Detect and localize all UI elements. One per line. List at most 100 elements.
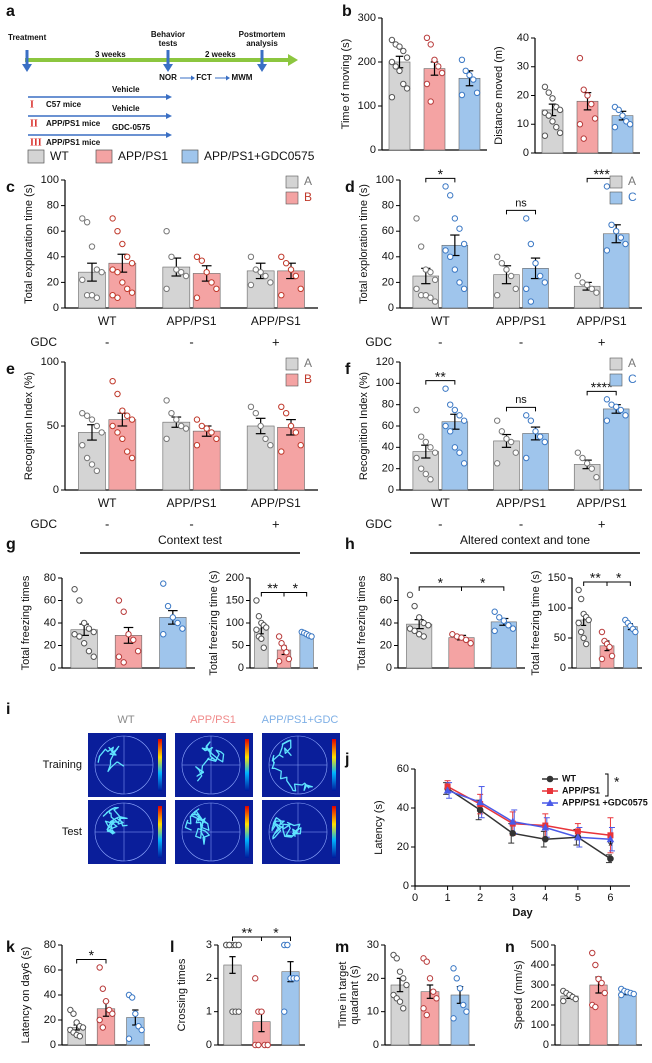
data-point [607, 855, 614, 862]
data-point [612, 228, 620, 235]
panel-label: f [345, 361, 351, 378]
data-point [115, 597, 123, 604]
legend-label: A [304, 174, 312, 188]
data-point [592, 961, 599, 969]
data-point [252, 266, 259, 273]
data-point [413, 285, 420, 292]
data-point [458, 91, 466, 99]
data-point [263, 624, 270, 631]
data-point [585, 616, 592, 624]
data-point [580, 86, 587, 93]
data-point [541, 823, 550, 831]
gdc-label: GDC [365, 517, 392, 531]
data-point [400, 80, 407, 88]
legend-label: A [628, 356, 636, 370]
data-point [96, 1016, 103, 1024]
data-point [411, 627, 418, 635]
data-point [132, 1010, 139, 1017]
colorbar [158, 739, 162, 791]
data-point [308, 633, 315, 640]
timeline-text: 2 weeks [205, 50, 236, 59]
data-point [447, 192, 454, 199]
data-point [574, 828, 581, 835]
data-point [442, 183, 449, 190]
panel-header: Altered context and tone [460, 533, 590, 547]
gdc-label: GDC [30, 517, 57, 531]
y-tick-label: 150 [226, 594, 244, 606]
panel-label: c [6, 179, 15, 196]
y-tick-label: 10 [517, 118, 529, 130]
y-tick-label: 20 [367, 972, 379, 984]
gdc-value: - [105, 516, 109, 531]
data-point [427, 476, 434, 483]
y-tick-label: 0 [523, 147, 529, 159]
data-point [626, 121, 634, 128]
y-tick-label: 200 [226, 572, 244, 584]
row-label: Test [62, 826, 82, 838]
data-point [417, 433, 425, 440]
bar [246, 425, 275, 491]
data-point [128, 260, 136, 267]
y-tick-label: 100 [548, 602, 566, 614]
legend-swatch [285, 357, 299, 371]
y-axis-label: Total freezing time (s) [530, 570, 542, 675]
data-point [592, 1003, 599, 1011]
data-point [267, 279, 274, 286]
data-point [173, 416, 180, 423]
data-point [473, 89, 481, 97]
data-point [470, 76, 477, 83]
data-point [413, 454, 420, 462]
data-point [182, 425, 190, 432]
data-point [411, 602, 418, 610]
data-point [193, 253, 201, 260]
data-point [467, 640, 474, 647]
data-point [79, 442, 86, 449]
data-point [541, 132, 549, 139]
data-point [79, 215, 86, 222]
data-point [70, 1010, 77, 1017]
data-point [128, 454, 136, 462]
data-point [427, 444, 434, 451]
y-tick-label: 60 [47, 225, 59, 237]
data-point [275, 633, 283, 640]
y-tick-label: 0 [53, 302, 59, 314]
y-tick-label: 100 [358, 100, 376, 112]
colorbar [332, 806, 336, 858]
panel-label: l [170, 939, 174, 956]
data-point [450, 965, 457, 972]
significance-label: * [616, 570, 622, 586]
data-point [134, 647, 142, 655]
y-tick-label: 500 [531, 939, 549, 951]
data-point [213, 285, 220, 292]
data-point [500, 617, 508, 624]
gdc-value: - [189, 334, 193, 349]
data-point [619, 112, 626, 119]
data-point [173, 266, 180, 273]
data-point [450, 1015, 457, 1022]
data-point [258, 1008, 265, 1015]
series-line [447, 789, 611, 840]
data-point [415, 614, 423, 621]
data-point [253, 626, 260, 633]
swim-track [271, 739, 313, 792]
data-point [574, 833, 582, 841]
data-point [235, 1008, 242, 1015]
data-point [574, 272, 582, 280]
data-point [235, 941, 242, 949]
data-point [503, 435, 510, 442]
data-point [584, 92, 591, 99]
data-point [114, 228, 121, 235]
data-point [431, 276, 439, 284]
data-point [96, 964, 103, 971]
legend-label: B [304, 190, 312, 204]
data-point [507, 272, 515, 280]
group-numeral: III [30, 137, 42, 148]
data-point [523, 215, 530, 222]
data-point [85, 647, 93, 655]
gdc-value: - [519, 516, 523, 531]
data-point [460, 240, 468, 248]
significance-bracket [283, 592, 308, 597]
significance-label: ** [242, 925, 253, 941]
data-point [80, 619, 88, 627]
